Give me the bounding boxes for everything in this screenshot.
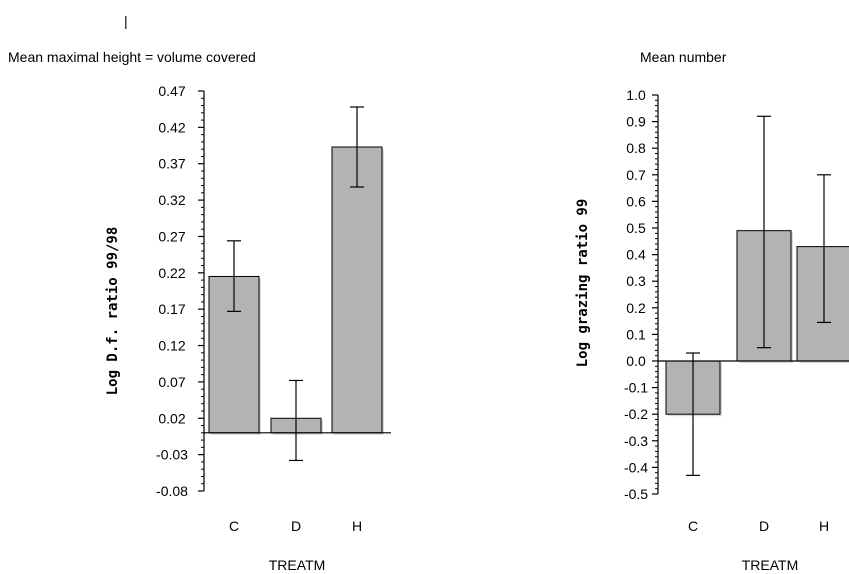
x-tick-label-D: D bbox=[759, 518, 769, 534]
x-tick-label-H: H bbox=[819, 518, 829, 534]
y-tick-label: 0.22 bbox=[158, 265, 185, 281]
x-tick-label-H: H bbox=[352, 518, 362, 534]
y-tick-label: 0.12 bbox=[158, 338, 185, 354]
y-tick-label: 0.0 bbox=[626, 353, 646, 369]
y-tick-label: 0.42 bbox=[158, 119, 185, 135]
y-tick-label: 0.1 bbox=[626, 326, 646, 342]
y-tick-label: -0.1 bbox=[624, 380, 648, 396]
y-tick-label: 0.3 bbox=[626, 273, 646, 289]
x-axis-label: TREATM bbox=[269, 557, 326, 573]
bar-H bbox=[796, 246, 849, 362]
y-tick-label: 0.07 bbox=[158, 374, 185, 390]
y-tick-label: 0.6 bbox=[626, 193, 646, 209]
chart-title: Mean maximal height = volume covered bbox=[8, 49, 256, 65]
chart-title: Mean number bbox=[640, 49, 727, 65]
top-mark: | bbox=[124, 13, 128, 29]
y-tick-label: -0.2 bbox=[624, 406, 648, 422]
y-tick-label: 0.27 bbox=[158, 228, 185, 244]
y-tick-label: -0.5 bbox=[624, 486, 648, 502]
y-tick-label: 1.0 bbox=[626, 87, 646, 103]
y-tick-label: -0.03 bbox=[156, 447, 188, 463]
y-tick-label: -0.08 bbox=[156, 483, 188, 499]
x-tick-label-D: D bbox=[291, 518, 301, 534]
y-tick-label: 0.4 bbox=[626, 247, 646, 263]
x-tick-label-C: C bbox=[229, 518, 239, 534]
x-axis-label: TREATM bbox=[742, 557, 799, 573]
y-tick-label: 0.47 bbox=[158, 83, 185, 99]
y-tick-label: 0.5 bbox=[626, 220, 646, 236]
chart-right: Mean number Log grazing ratio 99 TREATM … bbox=[575, 49, 849, 573]
y-tick-label: 0.32 bbox=[158, 192, 185, 208]
y-tick-label: -0.4 bbox=[624, 459, 648, 475]
y-tick-label: 0.37 bbox=[158, 156, 185, 172]
chart-left: Mean maximal height = volume covered Log… bbox=[8, 49, 391, 573]
bar-H bbox=[331, 146, 383, 434]
y-tick-label: 0.02 bbox=[158, 410, 185, 426]
y-tick-label: 0.2 bbox=[626, 300, 646, 316]
y-tick-label: 0.7 bbox=[626, 167, 646, 183]
y-tick-label: 0.9 bbox=[626, 114, 646, 130]
x-tick-label-C: C bbox=[688, 518, 698, 534]
y-tick-label: -0.3 bbox=[624, 433, 648, 449]
y-tick-label: 0.8 bbox=[626, 140, 646, 156]
y-axis-label: Log D.f. ratio 99/98 bbox=[105, 227, 121, 396]
y-axis-label: Log grazing ratio 99 bbox=[575, 199, 591, 368]
y-tick-label: 0.17 bbox=[158, 301, 185, 317]
